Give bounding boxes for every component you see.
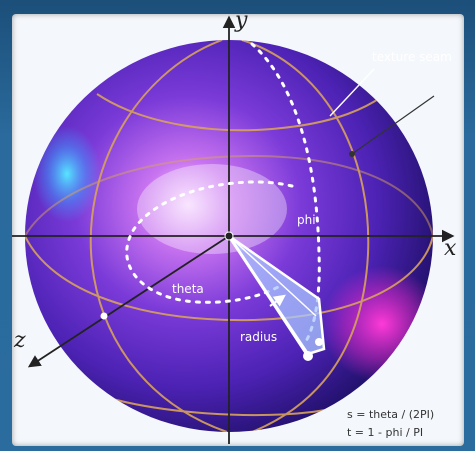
equator-line	[25, 235, 433, 322]
phi-angle-arrow	[269, 294, 286, 307]
radius-line	[227, 235, 310, 357]
sphere-diagram	[12, 15, 455, 444]
y-axis-label: y	[235, 14, 248, 33]
phi-arc-dashed	[250, 42, 321, 346]
seam-point	[349, 151, 355, 157]
theta-arc-dashed	[125, 180, 294, 304]
meridian-left-line	[89, 40, 228, 432]
diagram-panel: y x z texture seam phi theta radius s = …	[12, 14, 464, 446]
formula-s: s = theta / (2PI)	[347, 408, 435, 421]
upper-latitude-line	[96, 83, 398, 132]
origin-point	[224, 231, 234, 241]
formula-t: t = 1 - phi / PI	[347, 426, 424, 439]
z-axis-label: z	[14, 328, 26, 353]
radius-inner-line	[228, 235, 317, 317]
z-axis-line	[27, 235, 230, 368]
meridian-right-line	[241, 40, 370, 432]
equator-back-line	[25, 154, 433, 237]
surface-point	[303, 351, 313, 361]
cyan-highlight	[33, 126, 101, 222]
white-highlight	[137, 164, 287, 254]
seam-extension-line	[351, 95, 435, 155]
x-axis-label: x	[444, 236, 457, 261]
equator-point-left	[100, 312, 108, 320]
texture-seam-pointer	[329, 68, 375, 117]
magenta-highlight	[322, 266, 433, 382]
projection-point	[315, 338, 323, 346]
